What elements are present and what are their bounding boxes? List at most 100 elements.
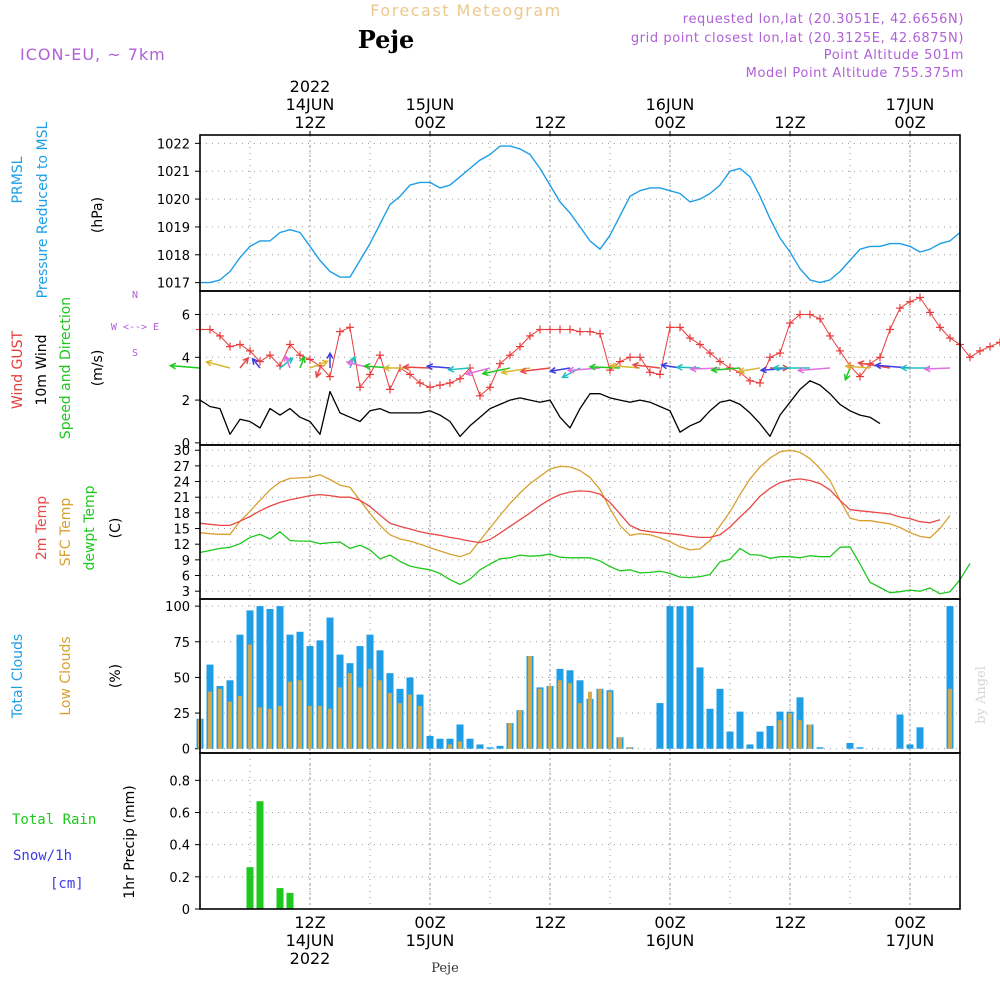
- low-cloud-bar: [238, 695, 242, 749]
- top-time-label: 2022: [290, 77, 331, 96]
- low-cloud-bar: [608, 691, 612, 749]
- total-cloud-bar: [436, 738, 444, 749]
- cloud-ytick-label: 25: [173, 707, 190, 722]
- low-cloud-bar: [378, 680, 382, 749]
- wind-arrow: [520, 367, 551, 373]
- pressure-ytick-label: 1018: [157, 249, 190, 264]
- wind-arrow-head: [500, 368, 508, 376]
- low-cloud-bar: [288, 681, 292, 749]
- top-time-label: 17JUN: [886, 95, 935, 114]
- total-cloud-bar: [896, 714, 904, 749]
- top-time-label: 00Z: [654, 113, 685, 132]
- wind-arrow: [924, 367, 951, 370]
- top-time-label: 00Z: [894, 113, 925, 132]
- low-cloud-bar: [258, 707, 262, 749]
- top-time-label: 15JUN: [406, 95, 455, 114]
- bottom-time-label: 2022: [290, 949, 331, 968]
- total-cloud-bar: [846, 743, 854, 749]
- wind-arrow-head: [844, 362, 852, 371]
- chart-title: Forecast Meteogram: [370, 1, 561, 20]
- wind-panel: 0 2 4 6: [168, 291, 1000, 452]
- cloud-ytick-label: 75: [173, 636, 190, 651]
- wind-arrow-head: [481, 369, 489, 377]
- wind-arrow-head: [631, 361, 639, 369]
- cloud-ytick-label: 100: [165, 600, 190, 615]
- low-cloud-bar: [398, 703, 402, 749]
- wind-arrow-head: [548, 366, 557, 374]
- top-time-label: 16JUN: [646, 95, 695, 114]
- total-cloud-bar: [706, 708, 714, 749]
- wind-arrow: [252, 358, 261, 369]
- wind-arrow: [568, 367, 601, 372]
- dewpt-label: dewpt Temp: [82, 485, 98, 570]
- wind-arrow-head: [856, 360, 865, 368]
- wind-arrow: [309, 360, 328, 369]
- low-cloud-bar: [298, 680, 302, 749]
- wind-speed-line: [199, 380, 881, 438]
- total-cloud-bar: [496, 745, 504, 749]
- pressure-ytick-label: 1019: [157, 221, 190, 236]
- total-cloud-bar: [816, 747, 824, 749]
- precip-ytick-label: 0: [182, 903, 190, 918]
- total-cloud-bar: [256, 606, 264, 749]
- wind-arrow: [170, 364, 201, 369]
- low-cloud-bar: [588, 691, 592, 749]
- low-cloud-bar: [568, 683, 572, 749]
- wind-arrow: [448, 367, 471, 371]
- bottom-time-label: 12Z: [774, 913, 805, 932]
- wind-arrow: [550, 367, 571, 372]
- wind-arrow-head: [660, 362, 668, 370]
- total-cloud-bar: [916, 727, 924, 749]
- wind-arrow-head: [561, 371, 569, 379]
- total-cloud-bar: [766, 725, 774, 749]
- temp-ytick-label: 30: [173, 444, 190, 459]
- low-cloud-bar: [218, 688, 222, 749]
- bottom-time-label: 15JUN: [406, 931, 455, 950]
- low-cloud-bar: [578, 703, 582, 749]
- wind-arrow: [427, 365, 451, 369]
- gridpoint-coords: grid point closest lon,lat (20.3125E, 42…: [631, 31, 964, 46]
- footer-location: Peje: [431, 961, 459, 976]
- top-time-label: 14JUN: [286, 95, 335, 114]
- bottom-time-label: 12Z: [534, 913, 565, 932]
- top-time-label: 00Z: [414, 113, 445, 132]
- total-cloud-bar: [906, 744, 914, 749]
- low-cloud-bar: [948, 688, 952, 749]
- total-cloud-bar: [696, 667, 704, 749]
- pressure-ytick-label: 1017: [157, 277, 190, 292]
- total-cloud-bar: [456, 724, 464, 749]
- low-cloud-bar: [558, 680, 562, 749]
- wind-arrow: [845, 365, 871, 369]
- wind-arrow: [284, 355, 291, 369]
- total-rain-label: Total Rain: [12, 812, 96, 828]
- low-cloud-bar: [538, 688, 542, 749]
- total-cloud-bar: [716, 688, 724, 749]
- compass-we: W <--> E: [111, 322, 159, 333]
- low-cloud-bar: [328, 708, 332, 749]
- low-cloud-bar: [318, 705, 322, 749]
- temp-ytick-label: 21: [173, 491, 190, 506]
- rain-bar: [246, 867, 254, 909]
- dewpt-line: [199, 531, 971, 595]
- wind-arrow: [844, 367, 851, 381]
- wind-arrow-head: [168, 362, 177, 370]
- wind-arrow-head: [464, 369, 473, 377]
- wind-arrow-head: [608, 362, 617, 370]
- wind-arrow-head: [899, 364, 908, 372]
- wind-arrow: [206, 361, 231, 369]
- low-cloud-bar: [228, 701, 232, 749]
- bottom-time-label: 00Z: [414, 913, 445, 932]
- wind-arrow-head: [242, 356, 250, 365]
- total-cloud-bar: [326, 617, 334, 749]
- wind-arrow-head: [321, 359, 330, 367]
- low-cloud-bar: [528, 656, 532, 749]
- temp-ytick-label: 12: [173, 538, 190, 553]
- total-cloud-bar: [316, 640, 324, 749]
- total-cloud-bar: [446, 738, 454, 749]
- low-cloud-bar: [358, 687, 362, 749]
- low-cloud-bar: [628, 747, 632, 749]
- wind-arrow: [632, 364, 661, 369]
- low-cloud-bar: [518, 710, 522, 749]
